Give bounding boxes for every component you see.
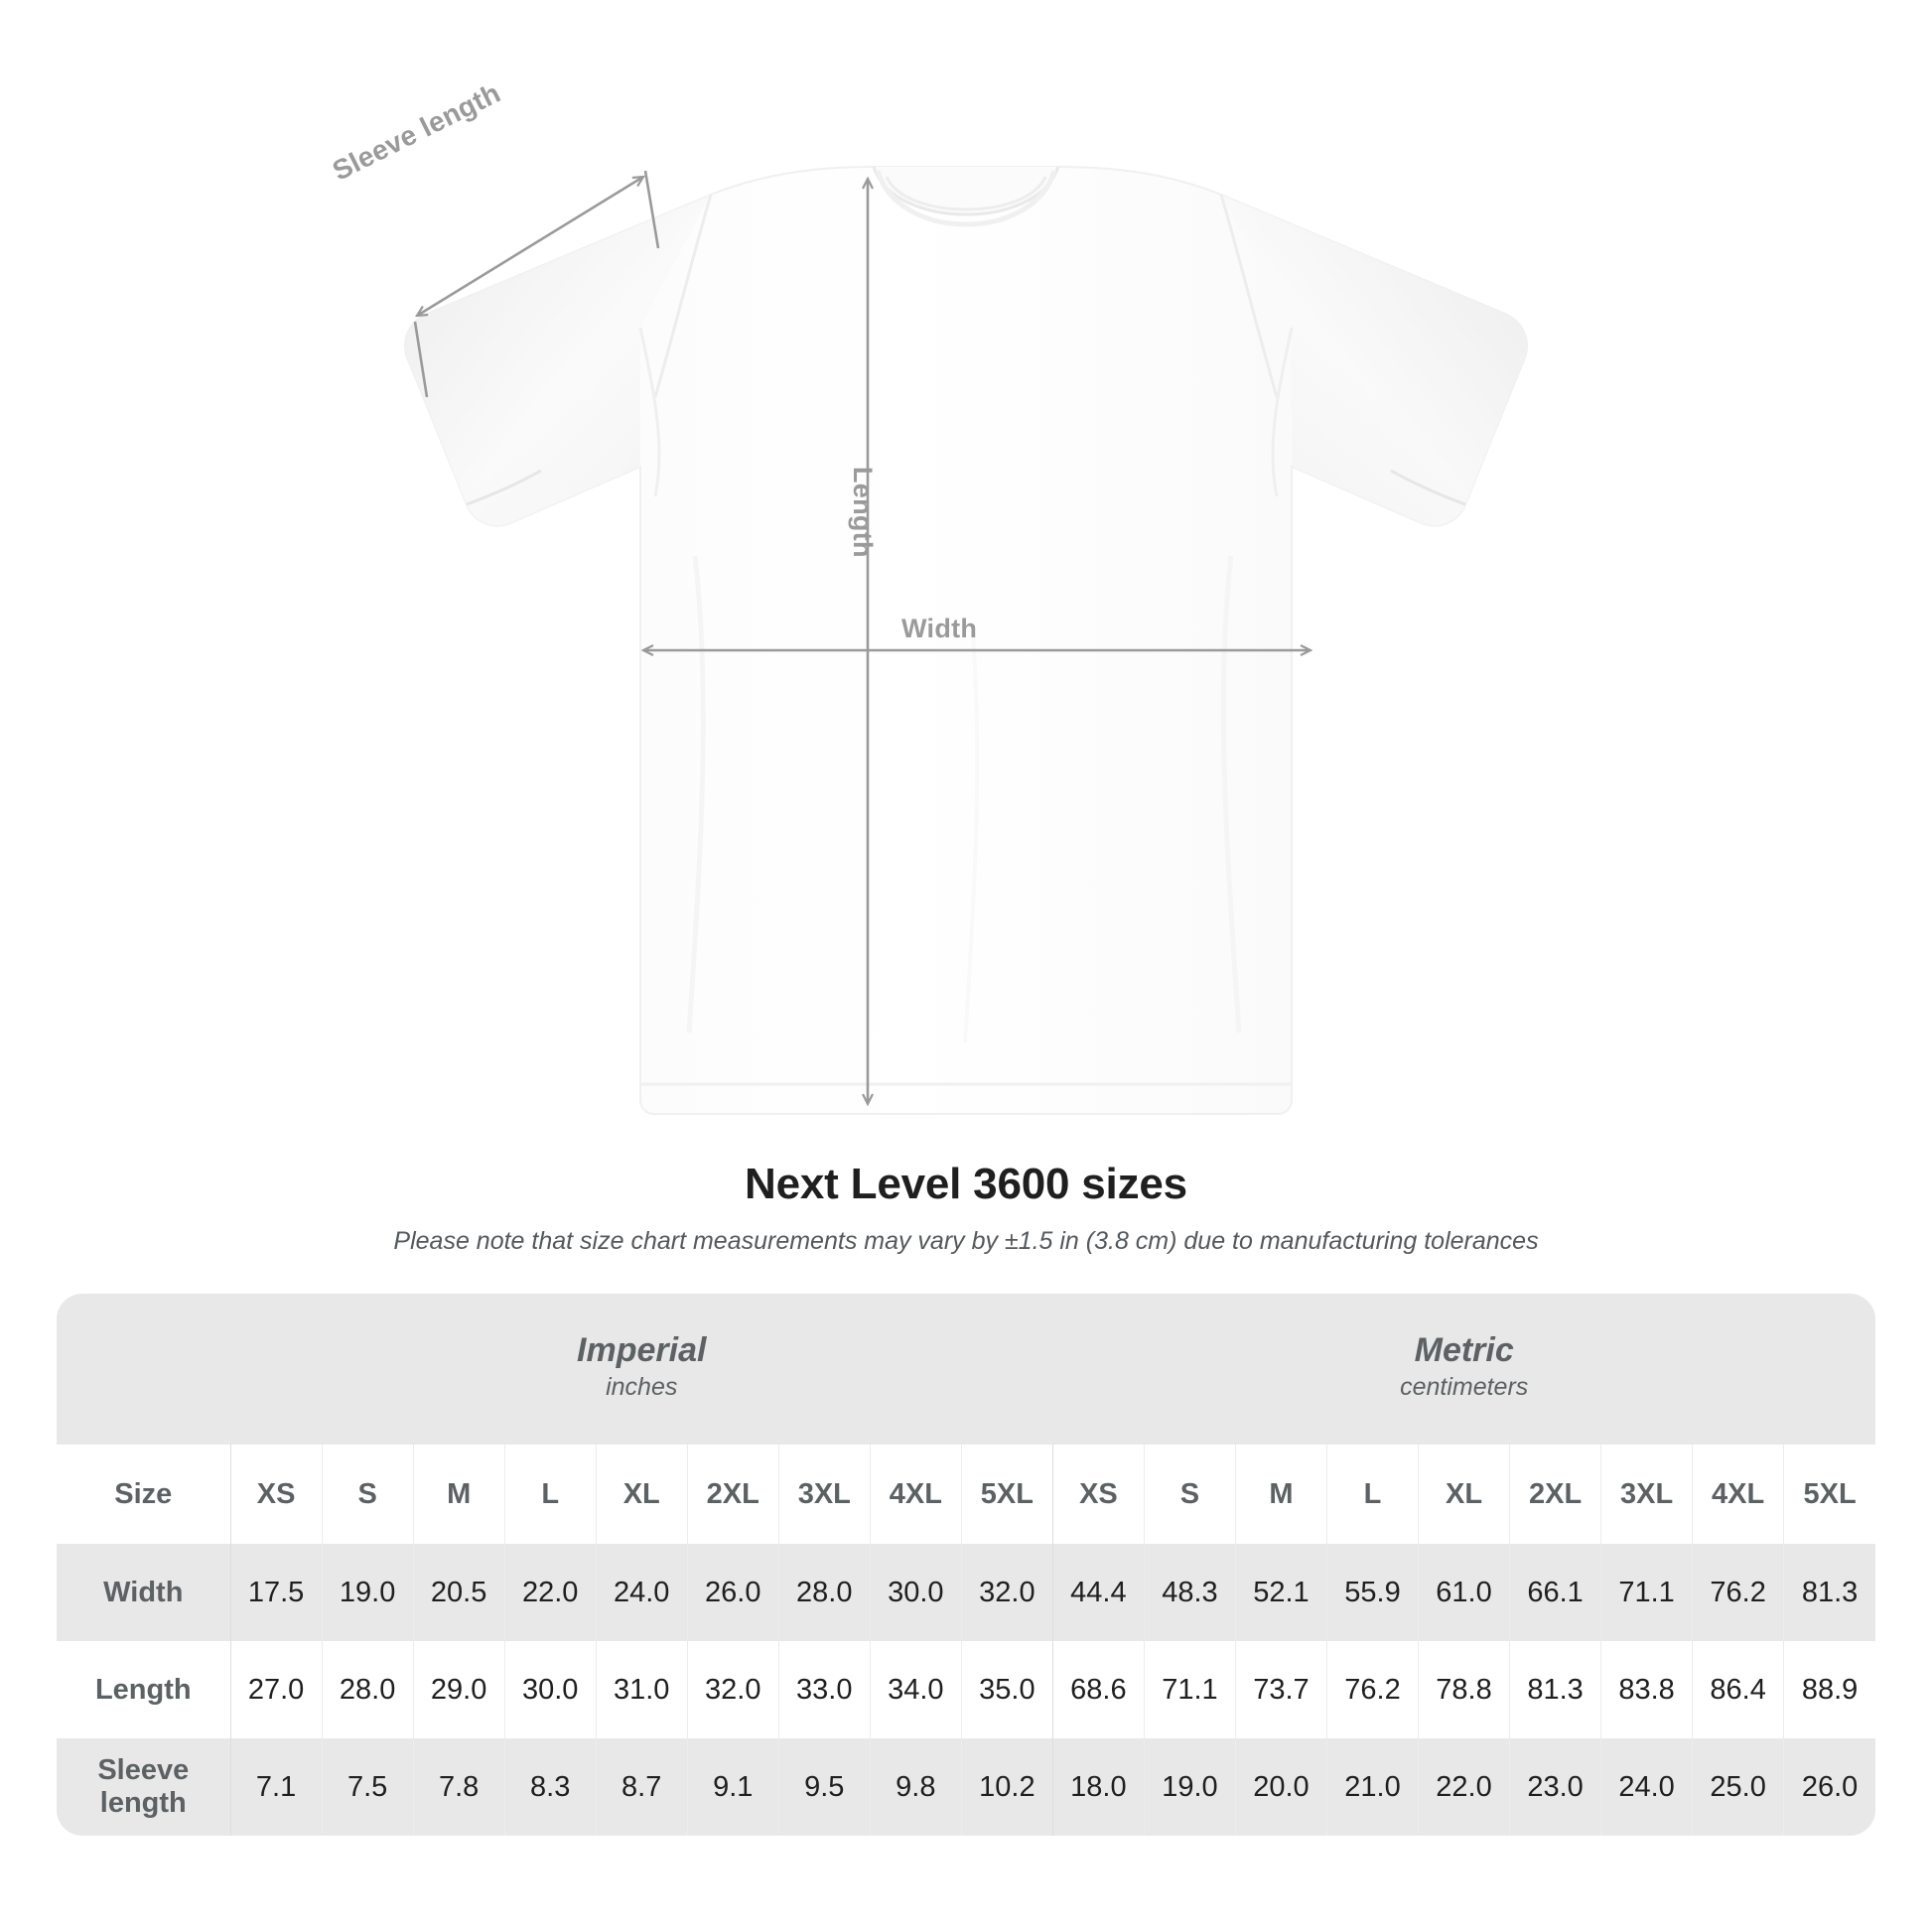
cell-length-metric-s: 71.1 — [1143, 1641, 1236, 1738]
size-header-imperial-4xl: 4XL — [869, 1445, 962, 1544]
cell-sleeve-length-imperial-5xl: 10.2 — [960, 1738, 1053, 1836]
row-label-length: Length — [57, 1641, 231, 1738]
size-header-metric-4xl: 4XL — [1692, 1445, 1784, 1544]
size-header-imperial-l: L — [503, 1445, 597, 1544]
size-table: Imperial inches Metric centimeters Size XS S M L… — [57, 1294, 1875, 1836]
table-row: Sleeve length 7.1 7.5 7.8 8.3 8.7 9.1 9.5 9.8 10.… — [57, 1738, 1875, 1836]
cell-width-imperial-4xl: 30.0 — [869, 1544, 962, 1641]
size-header-metric-s: S — [1143, 1445, 1236, 1544]
size-header-metric-m: M — [1234, 1445, 1327, 1544]
cell-length-imperial-m: 29.0 — [412, 1641, 505, 1738]
cell-sleeve-length-metric-2xl: 23.0 — [1509, 1738, 1601, 1836]
unit-group-metric: Metric centimeters — [1052, 1294, 1875, 1445]
table-row: Width 17.5 19.0 20.5 22.0 24.0 26.0 28.0 30.0 32.… — [57, 1544, 1875, 1641]
cell-width-metric-xs: 44.4 — [1051, 1544, 1145, 1641]
cell-length-metric-m: 73.7 — [1234, 1641, 1327, 1738]
cell-width-imperial-xs: 17.5 — [229, 1544, 323, 1641]
cell-sleeve-length-imperial-xs: 7.1 — [229, 1738, 323, 1836]
size-header-metric-5xl: 5XL — [1783, 1445, 1875, 1544]
size-header-label: Size — [57, 1445, 231, 1544]
cell-length-imperial-s: 28.0 — [321, 1641, 414, 1738]
cell-width-metric-m: 52.1 — [1234, 1544, 1327, 1641]
cell-length-imperial-5xl: 35.0 — [960, 1641, 1053, 1738]
size-header-imperial-3xl: 3XL — [777, 1445, 871, 1544]
cell-length-imperial-xs: 27.0 — [229, 1641, 323, 1738]
row-label-width: Width — [57, 1544, 231, 1641]
cell-width-imperial-xl: 24.0 — [595, 1544, 688, 1641]
size-header-metric-xs: XS — [1051, 1445, 1145, 1544]
measurement-arrows — [413, 170, 1932, 1152]
cell-sleeve-length-imperial-4xl: 9.8 — [869, 1738, 962, 1836]
cell-sleeve-length-imperial-m: 7.8 — [412, 1738, 505, 1836]
size-header-row: Size XS S M L XL 2XL 3XL 4XL 5XL XS S M L XL 2XL 3XL 4XL 5… — [57, 1445, 1875, 1544]
cell-length-metric-l: 76.2 — [1325, 1641, 1419, 1738]
cell-length-imperial-2xl: 32.0 — [686, 1641, 779, 1738]
cell-width-imperial-2xl: 26.0 — [686, 1544, 779, 1641]
cell-width-metric-xl: 61.0 — [1418, 1544, 1510, 1641]
size-header-metric-l: L — [1325, 1445, 1419, 1544]
size-header-imperial-m: M — [412, 1445, 505, 1544]
cell-sleeve-length-imperial-xl: 8.7 — [595, 1738, 688, 1836]
size-header-imperial-xl: XL — [595, 1445, 688, 1544]
unit-group-subtitle: inches — [606, 1373, 678, 1402]
unit-group-imperial: Imperial inches — [230, 1294, 1053, 1445]
cell-sleeve-length-imperial-3xl: 9.5 — [777, 1738, 871, 1836]
cell-sleeve-length-metric-3xl: 24.0 — [1600, 1738, 1693, 1836]
cell-length-metric-xl: 78.8 — [1418, 1641, 1510, 1738]
size-header-imperial-xs: XS — [229, 1445, 323, 1544]
cell-width-imperial-s: 19.0 — [321, 1544, 414, 1641]
cell-sleeve-length-metric-m: 20.0 — [1234, 1738, 1327, 1836]
cell-length-imperial-xl: 31.0 — [595, 1641, 688, 1738]
size-header-imperial-2xl: 2XL — [686, 1445, 779, 1544]
unit-group-name: Imperial — [577, 1331, 707, 1370]
cell-length-imperial-l: 30.0 — [503, 1641, 597, 1738]
table-row: Length 27.0 28.0 29.0 30.0 31.0 32.0 33.0 34.0 35… — [57, 1641, 1875, 1738]
tshirt-illustration: Sleeve length Length Width — [328, 77, 1932, 1152]
size-header-metric-2xl: 2XL — [1509, 1445, 1601, 1544]
cell-sleeve-length-imperial-2xl: 9.1 — [686, 1738, 779, 1836]
unit-header-row: Imperial inches Metric centimeters — [57, 1294, 1875, 1445]
cell-sleeve-length-metric-xl: 22.0 — [1418, 1738, 1510, 1836]
size-header-metric-xl: XL — [1418, 1445, 1510, 1544]
size-table-wrap: Imperial inches Metric centimeters Size XS S M L… — [57, 1294, 1875, 1836]
cell-length-imperial-3xl: 33.0 — [777, 1641, 871, 1738]
size-header-imperial-s: S — [321, 1445, 414, 1544]
cell-width-imperial-5xl: 32.0 — [960, 1544, 1053, 1641]
cell-width-metric-2xl: 66.1 — [1509, 1544, 1601, 1641]
caption-block: Next Level 3600 sizes Please note that s… — [0, 1160, 1932, 1256]
cell-length-imperial-4xl: 34.0 — [869, 1641, 962, 1738]
cell-sleeve-length-metric-xs: 18.0 — [1051, 1738, 1145, 1836]
cell-width-metric-3xl: 71.1 — [1600, 1544, 1693, 1641]
cell-sleeve-length-imperial-s: 7.5 — [321, 1738, 414, 1836]
cell-length-metric-xs: 68.6 — [1051, 1641, 1145, 1738]
cell-length-metric-4xl: 86.4 — [1692, 1641, 1784, 1738]
cell-width-metric-5xl: 81.3 — [1783, 1544, 1875, 1641]
cell-sleeve-length-imperial-l: 8.3 — [503, 1738, 597, 1836]
unit-row-spacer — [57, 1294, 231, 1445]
cell-length-metric-5xl: 88.9 — [1783, 1641, 1875, 1738]
cell-width-metric-s: 48.3 — [1143, 1544, 1236, 1641]
cell-width-metric-l: 55.9 — [1325, 1544, 1419, 1641]
sleeve-length-arrow — [413, 170, 660, 398]
cell-length-metric-2xl: 81.3 — [1509, 1641, 1601, 1738]
length-annotation-label: Length — [848, 467, 878, 558]
cell-width-imperial-l: 22.0 — [503, 1544, 597, 1641]
cell-width-metric-4xl: 76.2 — [1692, 1544, 1784, 1641]
cell-sleeve-length-metric-l: 21.0 — [1325, 1738, 1419, 1836]
row-label-sleeve-length: Sleeve length — [57, 1738, 231, 1836]
size-header-metric-3xl: 3XL — [1600, 1445, 1693, 1544]
cell-sleeve-length-metric-5xl: 26.0 — [1783, 1738, 1875, 1836]
page-title: Next Level 3600 sizes — [745, 1160, 1187, 1208]
size-header-imperial-5xl: 5XL — [960, 1445, 1053, 1544]
tolerance-note: Please note that size chart measurements… — [393, 1227, 1539, 1255]
cell-sleeve-length-metric-4xl: 25.0 — [1692, 1738, 1784, 1836]
width-annotation-label: Width — [901, 614, 978, 643]
unit-group-name: Metric — [1414, 1331, 1514, 1370]
cell-width-imperial-3xl: 28.0 — [777, 1544, 871, 1641]
cell-sleeve-length-metric-s: 19.0 — [1143, 1738, 1236, 1836]
unit-group-subtitle: centimeters — [1400, 1373, 1529, 1402]
cell-length-metric-3xl: 83.8 — [1600, 1641, 1693, 1738]
cell-width-imperial-m: 20.5 — [412, 1544, 505, 1641]
